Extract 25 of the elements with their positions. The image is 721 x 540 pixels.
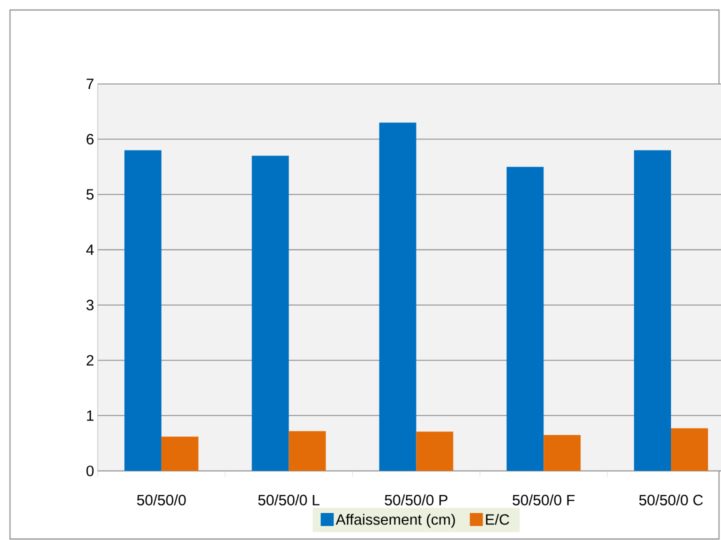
bar (379, 122, 416, 471)
y-tick-label: 3 (86, 300, 94, 310)
bar (416, 432, 454, 471)
bar (161, 436, 198, 471)
y-tick-label: 7 (86, 78, 94, 90)
bar (671, 428, 708, 471)
x-tick-label: 50/50/0 C (639, 494, 703, 506)
y-tick-label: 1 (87, 410, 94, 421)
bar (124, 150, 162, 471)
legend-label: Affaissement (cm) (336, 514, 455, 528)
bar (544, 434, 581, 471)
y-tick-label: 4 (86, 244, 94, 255)
y-tick-label: 6 (86, 134, 94, 144)
y-tick-label: 0 (86, 466, 94, 476)
bar (506, 166, 544, 471)
x-tick-label: 50/50/0 F (512, 494, 575, 506)
x-tick-label: 50/50/0 L (258, 494, 320, 506)
x-tick-label: 50/50/0 P (384, 494, 448, 506)
bar (252, 156, 289, 471)
x-tick-label: 50/50/0 (137, 494, 186, 506)
legend-label: E/C (486, 514, 510, 525)
bar (634, 150, 672, 471)
y-tick-label: 2 (86, 355, 94, 366)
y-tick-label: 5 (86, 189, 94, 200)
bar (288, 431, 326, 471)
